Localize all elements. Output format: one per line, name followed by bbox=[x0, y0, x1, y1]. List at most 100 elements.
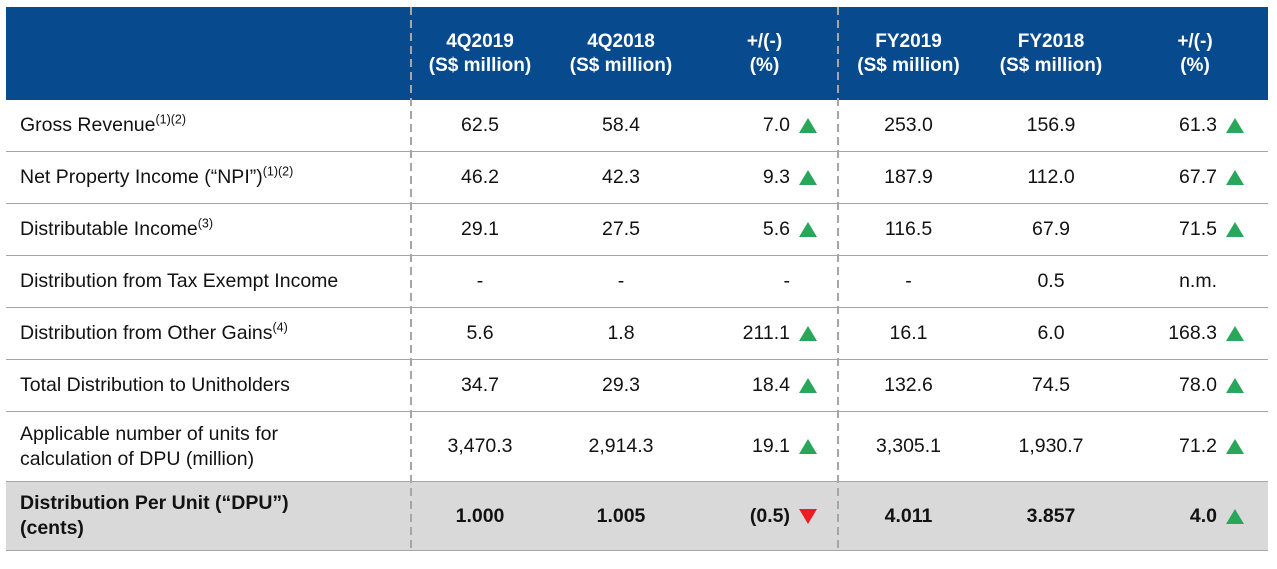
value-fy2019: 4.011 bbox=[884, 504, 933, 527]
row-label-line2: calculation of DPU (million) bbox=[20, 447, 255, 470]
change-direction-icon bbox=[799, 508, 817, 524]
value-fy-change: 61.3 bbox=[1122, 100, 1268, 151]
change-direction-icon bbox=[1226, 170, 1244, 185]
value-4q2018: 1.8 bbox=[607, 322, 635, 344]
row-label-text: Total Distribution to Unitholders bbox=[20, 374, 290, 396]
footnote-superscript: (4) bbox=[272, 320, 288, 335]
row-label-text: Net Property Income (“NPI”) bbox=[20, 166, 263, 188]
value-fy2019: 116.5 bbox=[884, 218, 933, 240]
value-fy2018: 6.0 bbox=[1037, 322, 1065, 344]
change-direction-icon bbox=[799, 378, 817, 393]
row-label-text: Distribution from Tax Exempt Income bbox=[20, 270, 339, 292]
header-cell-q-change: +/(-) (%) bbox=[692, 7, 837, 100]
row-label: Distribution from Other Gains(4) bbox=[6, 308, 410, 359]
row-label-line2: (cents) bbox=[20, 517, 84, 539]
value-4q2019: 3,470.3 bbox=[447, 435, 513, 457]
row-label-text: Distributable Income bbox=[20, 218, 198, 240]
change-direction-icon bbox=[799, 222, 817, 237]
value-fy2019: 132.6 bbox=[884, 374, 933, 396]
value-fy-change: 71.5 bbox=[1122, 204, 1268, 255]
header-unit: (S$ million) bbox=[428, 54, 532, 76]
value-fy2018: 3.857 bbox=[1026, 504, 1076, 527]
change-direction-icon bbox=[799, 170, 817, 185]
value-4q2019: 62.5 bbox=[461, 114, 499, 136]
change-direction-icon bbox=[1226, 439, 1244, 454]
row-label-text: Distribution from Other Gains bbox=[20, 322, 273, 344]
value-4q2018: - bbox=[617, 270, 625, 292]
change-direction-icon bbox=[1226, 326, 1244, 341]
value-4q2018: 27.5 bbox=[602, 218, 640, 240]
value-fy2018: 112.0 bbox=[1027, 166, 1075, 188]
value-fy-change: n.m. bbox=[1179, 270, 1217, 292]
change-direction-icon bbox=[799, 439, 817, 454]
value-fy2018: 156.9 bbox=[1026, 114, 1076, 136]
value-fy2019: 16.1 bbox=[889, 322, 928, 344]
table-row-total-distribution: Total Distribution to Unitholders 34.7 2… bbox=[6, 360, 1268, 412]
value-fy-change: 4.0 bbox=[1122, 482, 1268, 550]
value-q-change: - bbox=[783, 270, 791, 292]
value-4q2019: 46.2 bbox=[461, 166, 499, 188]
header-unit: (%) bbox=[1180, 54, 1210, 76]
value-q-change: (0.5) bbox=[692, 482, 837, 550]
footnote-superscript: (3) bbox=[197, 216, 214, 231]
change-direction-icon bbox=[1226, 378, 1244, 393]
header-period: 4Q2018 bbox=[587, 30, 655, 52]
header-cell-label bbox=[6, 7, 410, 100]
header-cell-4q2018: 4Q2018 (S$ million) bbox=[550, 7, 692, 100]
header-period: +/(-) bbox=[1177, 30, 1213, 52]
value-fy-change: 67.7 bbox=[1122, 152, 1268, 203]
value-fy2018: 74.5 bbox=[1032, 374, 1070, 396]
quarter-section-divider bbox=[410, 7, 412, 551]
value-fy2018: 0.5 bbox=[1037, 270, 1065, 292]
footnote-superscript: (1)(2) bbox=[155, 112, 187, 127]
row-label-text: Applicable number of units for bbox=[20, 422, 278, 445]
header-cell-fy2018: FY2018 (S$ million) bbox=[980, 7, 1122, 100]
value-4q2019: 5.6 bbox=[466, 322, 494, 344]
fullyear-section-divider bbox=[837, 7, 839, 551]
footnote-superscript: (1)(2) bbox=[262, 164, 294, 179]
table-row-distributable-income: Distributable Income(3) 29.1 27.5 5.6 11… bbox=[6, 204, 1268, 256]
value-4q2018: 1.005 bbox=[596, 504, 646, 527]
table-row-gross-revenue: Gross Revenue(1)(2) 62.5 58.4 7.0 253.0 … bbox=[6, 100, 1268, 152]
header-unit: (S$ million) bbox=[569, 54, 673, 76]
row-label: Distributable Income(3) bbox=[6, 204, 410, 255]
value-4q2019: 1.000 bbox=[455, 504, 505, 527]
value-4q2018: 2,914.3 bbox=[588, 435, 654, 457]
value-fy2018: 67.9 bbox=[1032, 218, 1070, 240]
value-fy2019: 187.9 bbox=[884, 166, 933, 188]
value-fy2019: 253.0 bbox=[884, 114, 933, 136]
value-q-change: 211.1 bbox=[692, 308, 837, 359]
row-label: Distribution Per Unit (“DPU”) (cents) bbox=[6, 482, 410, 550]
value-q-change: 9.3 bbox=[692, 152, 837, 203]
value-4q2018: 58.4 bbox=[602, 114, 640, 136]
value-fy-change: 71.2 bbox=[1122, 412, 1268, 481]
header-period: +/(-) bbox=[746, 30, 783, 52]
value-4q2019: - bbox=[476, 270, 484, 292]
financial-results-table: 4Q2019 (S$ million) 4Q2018 (S$ million) … bbox=[6, 7, 1268, 551]
value-fy-change: 78.0 bbox=[1122, 360, 1268, 411]
header-unit: (%) bbox=[749, 54, 780, 76]
row-label: Applicable number of units for calculatio… bbox=[6, 412, 410, 481]
value-fy2019: 3,305.1 bbox=[875, 435, 942, 457]
row-label-text: Distribution Per Unit (“DPU”) bbox=[20, 492, 289, 514]
header-cell-fy-change: +/(-) (%) bbox=[1122, 7, 1268, 100]
header-period: FY2019 bbox=[875, 30, 942, 52]
table-row-other-gains: Distribution from Other Gains(4) 5.6 1.8… bbox=[6, 308, 1268, 360]
row-label-text: Gross Revenue bbox=[20, 114, 156, 136]
table-header-row: 4Q2019 (S$ million) 4Q2018 (S$ million) … bbox=[6, 7, 1268, 100]
value-4q2018: 42.3 bbox=[602, 166, 640, 188]
row-label: Total Distribution to Unitholders bbox=[6, 360, 410, 411]
value-fy2019: - bbox=[905, 270, 912, 292]
row-label: Gross Revenue(1)(2) bbox=[6, 100, 410, 151]
value-fy2018: 1,930.7 bbox=[1018, 435, 1084, 457]
change-direction-icon bbox=[799, 326, 817, 341]
value-fy-change: 168.3 bbox=[1122, 308, 1268, 359]
change-direction-icon bbox=[1226, 508, 1244, 524]
header-unit: (S$ million) bbox=[999, 54, 1103, 76]
table-row-net-property-income: Net Property Income (“NPI”)(1)(2) 46.2 4… bbox=[6, 152, 1268, 204]
row-label: Distribution from Tax Exempt Income bbox=[6, 256, 410, 307]
value-4q2018: 29.3 bbox=[602, 374, 640, 396]
header-period: 4Q2019 bbox=[446, 30, 514, 52]
table-row-tax-exempt-income: Distribution from Tax Exempt Income - - … bbox=[6, 256, 1268, 308]
value-4q2019: 29.1 bbox=[461, 218, 499, 240]
